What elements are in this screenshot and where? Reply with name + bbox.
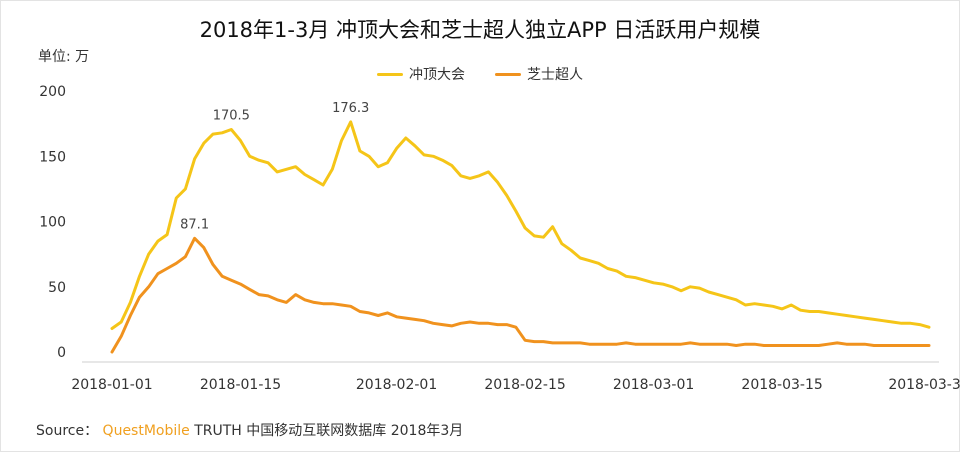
unit-label: 单位: 万 [38,49,90,65]
chart-title: 2018年1-3月 冲顶大会和芝士超人独立APP 日活跃用户规模 [199,18,761,42]
y-tick-label: 50 [48,280,66,296]
legend-item-zhishi: 芝士超人 [495,64,583,84]
y-tick-label: 0 [57,345,66,361]
legend: 冲顶大会 芝士超人 [0,64,960,84]
data-label: 170.5 [213,108,250,123]
x-tick-label: 2018-02-01 [356,377,437,393]
series-line-zhishi [110,236,931,354]
legend-swatch-chongding [377,72,403,76]
legend-item-chongding: 冲顶大会 [377,64,465,84]
legend-label-zhishi: 芝士超人 [527,67,583,83]
legend-label-chongding: 冲顶大会 [409,67,465,83]
source-suffix: TRUTH 中国移动互联网数据库 2018年3月 [194,423,464,439]
y-tick-label: 150 [39,149,66,165]
x-tick-label: 2018-01-15 [200,377,281,393]
y-tick-label: 100 [39,215,66,231]
x-tick-label: 2018-03-31 [888,377,960,393]
x-tick-label: 2018-03-15 [741,377,822,393]
x-tick-label: 2018-02-15 [484,377,565,393]
legend-swatch-zhishi [495,72,521,76]
x-tick-label: 2018-01-01 [71,377,152,393]
questmobile-brand: QuestMobile [102,423,190,439]
y-tick-label: 200 [39,84,66,100]
data-label: 176.3 [332,101,369,116]
data-label: 87.1 [180,217,209,232]
source-prefix: Source： [36,423,99,439]
series-line-chongding [110,120,931,330]
x-tick-label: 2018-03-01 [613,377,694,393]
source-note: Source： QuestMobile TRUTH 中国移动互联网数据库 201… [36,420,463,440]
